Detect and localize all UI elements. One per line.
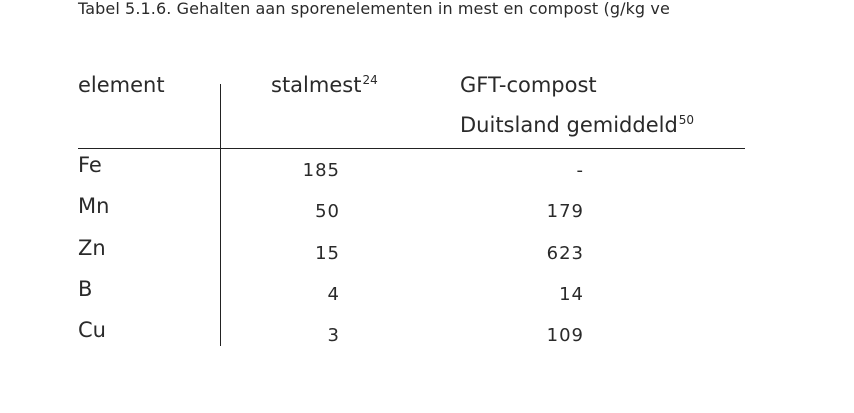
cell-stalmest: 3 xyxy=(327,325,340,346)
header-element: element xyxy=(78,73,165,97)
cell-gft: 14 xyxy=(559,284,584,305)
row-element-label: Cu xyxy=(78,318,106,342)
cell-gft: - xyxy=(576,160,584,181)
header-stalmest-label: stalmest xyxy=(271,73,362,97)
header-gft-line2: Duitsland gemiddeld50 xyxy=(460,113,694,137)
header-rule xyxy=(78,148,745,149)
header-gft-label: Duitsland gemiddeld xyxy=(460,113,678,137)
cell-stalmest: 50 xyxy=(315,201,340,222)
header-stalmest: stalmest24 xyxy=(271,73,378,97)
column-divider xyxy=(220,84,221,346)
row-element-label: Zn xyxy=(78,236,106,260)
row-element-label: Fe xyxy=(78,153,102,177)
row-element-label: Mn xyxy=(78,194,110,218)
cell-gft: 623 xyxy=(546,243,584,264)
cell-stalmest: 185 xyxy=(302,160,340,181)
cell-stalmest: 15 xyxy=(315,243,340,264)
header-gft-footnote: 50 xyxy=(678,113,695,127)
row-element-label: B xyxy=(78,277,93,301)
cell-stalmest: 4 xyxy=(327,284,340,305)
table-caption: Tabel 5.1.6. Gehalten aan sporenelemente… xyxy=(78,0,670,18)
header-stalmest-footnote: 24 xyxy=(362,73,378,87)
cell-gft: 109 xyxy=(546,325,584,346)
cell-gft: 179 xyxy=(546,201,584,222)
header-gft-line1: GFT-compost xyxy=(460,73,597,97)
